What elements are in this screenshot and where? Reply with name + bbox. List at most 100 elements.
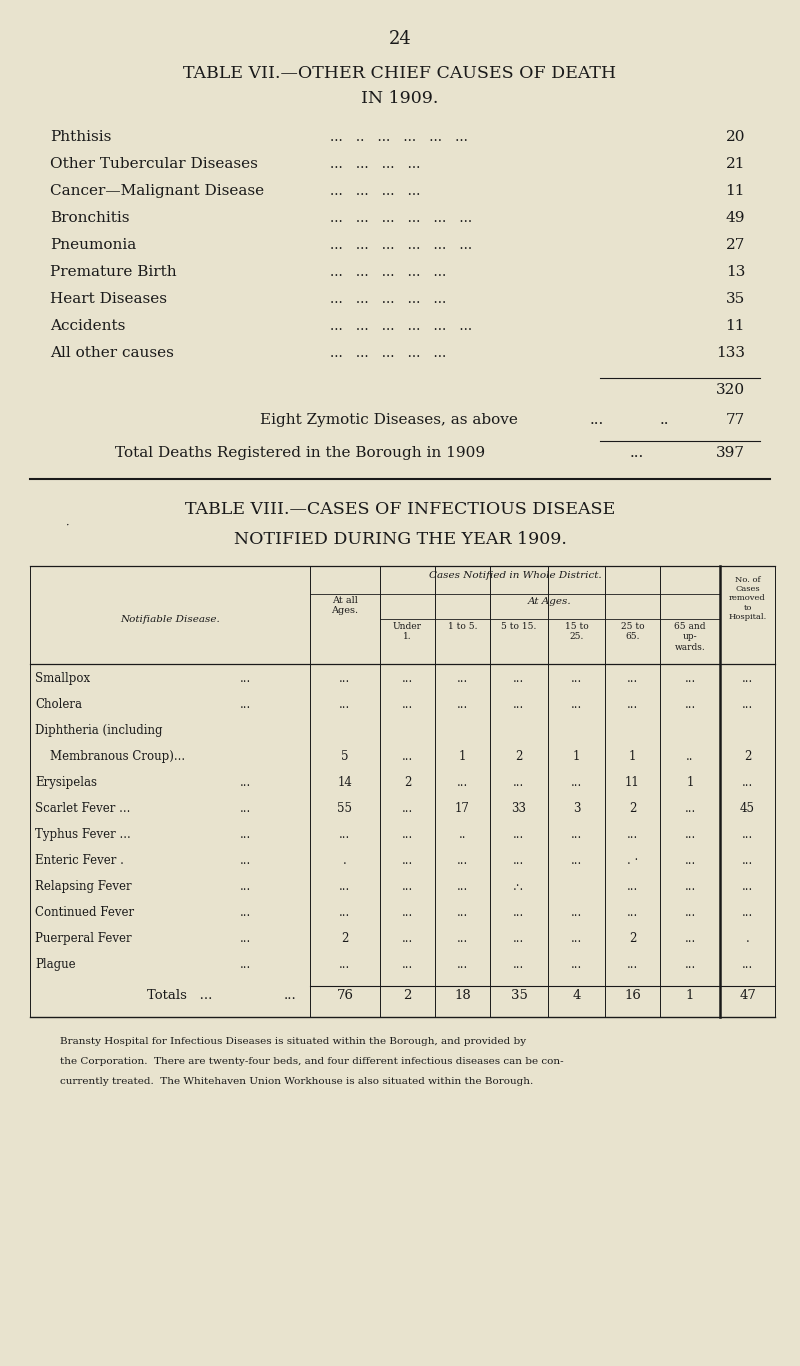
Text: 4: 4: [572, 989, 581, 1003]
Text: 2: 2: [342, 932, 349, 945]
Text: 16: 16: [624, 989, 641, 1003]
Text: ...: ...: [514, 932, 525, 945]
Text: ...: ...: [402, 932, 413, 945]
Text: 17: 17: [455, 802, 470, 816]
Text: 35: 35: [726, 292, 745, 306]
Text: ...: ...: [457, 932, 468, 945]
Text: Continued Fever: Continued Fever: [35, 906, 134, 919]
Text: 1: 1: [686, 989, 694, 1003]
Text: ...: ...: [627, 828, 638, 841]
Text: ·: ·: [65, 520, 69, 531]
Text: .: .: [343, 854, 347, 867]
Text: ...: ...: [571, 698, 582, 710]
Text: 11: 11: [625, 776, 640, 790]
Text: All other causes: All other causes: [50, 346, 174, 361]
Text: ...: ...: [240, 906, 251, 919]
Text: ...   ...   ...   ...: ... ... ... ...: [330, 184, 420, 198]
Text: ...: ...: [457, 672, 468, 684]
Text: ...: ...: [402, 802, 413, 816]
Text: ...: ...: [402, 854, 413, 867]
Text: ...: ...: [742, 776, 753, 790]
Text: ...: ...: [684, 854, 696, 867]
Text: ...: ...: [514, 698, 525, 710]
Text: ...   ...   ...   ...   ...   ...: ... ... ... ... ... ...: [330, 320, 472, 333]
Text: IN 1909.: IN 1909.: [362, 90, 438, 107]
Text: Relapsing Fever: Relapsing Fever: [35, 880, 132, 893]
Text: 320: 320: [716, 382, 745, 398]
Text: ...: ...: [627, 906, 638, 919]
Text: Accidents: Accidents: [50, 320, 126, 333]
Text: 21: 21: [726, 157, 745, 171]
Text: ...: ...: [742, 672, 753, 684]
Text: ...: ...: [590, 413, 604, 428]
Text: 13: 13: [726, 265, 745, 279]
Text: ...: ...: [240, 802, 251, 816]
Text: ...: ...: [339, 906, 350, 919]
Text: ...: ...: [514, 828, 525, 841]
Text: ...: ...: [630, 447, 644, 460]
Text: Puerperal Fever: Puerperal Fever: [35, 932, 132, 945]
Text: ...: ...: [627, 698, 638, 710]
Text: Enteric Fever .: Enteric Fever .: [35, 854, 124, 867]
Text: ...: ...: [240, 672, 251, 684]
Text: ...: ...: [240, 958, 251, 971]
Text: ...: ...: [240, 880, 251, 893]
Text: ...: ...: [284, 989, 296, 1003]
Text: 2: 2: [515, 750, 522, 764]
Text: Other Tubercular Diseases: Other Tubercular Diseases: [50, 157, 258, 171]
Text: ...: ...: [627, 958, 638, 971]
Text: ...: ...: [402, 906, 413, 919]
Text: Cases Notified in Whole District.: Cases Notified in Whole District.: [429, 571, 602, 581]
Text: 1: 1: [629, 750, 636, 764]
Text: ...: ...: [684, 880, 696, 893]
Text: ...: ...: [457, 958, 468, 971]
Text: ...: ...: [684, 828, 696, 841]
Text: ...: ...: [514, 776, 525, 790]
Text: ...: ...: [514, 672, 525, 684]
Text: 14: 14: [338, 776, 353, 790]
Text: 47: 47: [739, 989, 756, 1003]
Text: ...: ...: [402, 750, 413, 764]
Text: ...   ...   ...   ...: ... ... ... ...: [330, 157, 420, 171]
Text: ...   ...   ...   ...   ...: ... ... ... ... ...: [330, 346, 446, 361]
Text: .·.: .·.: [514, 880, 525, 893]
Text: Bronchitis: Bronchitis: [50, 210, 130, 225]
Text: ...: ...: [240, 854, 251, 867]
Text: ...: ...: [339, 880, 350, 893]
Text: ...: ...: [514, 906, 525, 919]
Text: 2: 2: [744, 750, 751, 764]
Text: 15 to
25.: 15 to 25.: [565, 622, 588, 642]
Text: ...: ...: [339, 828, 350, 841]
Text: ...: ...: [742, 828, 753, 841]
Text: ...: ...: [684, 906, 696, 919]
Text: Cholera: Cholera: [35, 698, 82, 710]
Text: ..: ..: [686, 750, 694, 764]
Text: 133: 133: [716, 346, 745, 361]
Text: 25 to
65.: 25 to 65.: [621, 622, 644, 642]
Text: ...: ...: [514, 958, 525, 971]
Text: At Ages.: At Ages.: [528, 597, 572, 607]
Text: ...   ...   ...   ...   ...   ...: ... ... ... ... ... ...: [330, 238, 472, 251]
Text: ...: ...: [684, 698, 696, 710]
Text: 49: 49: [726, 210, 745, 225]
Text: ...: ...: [339, 672, 350, 684]
Text: ...   ...   ...   ...   ...: ... ... ... ... ...: [330, 265, 446, 279]
Text: ...: ...: [571, 828, 582, 841]
Text: Eight Zymotic Diseases, as above: Eight Zymotic Diseases, as above: [260, 413, 518, 428]
Text: Typhus Fever ...: Typhus Fever ...: [35, 828, 130, 841]
Text: ...: ...: [240, 932, 251, 945]
Text: ...: ...: [402, 828, 413, 841]
Text: ..: ..: [458, 828, 466, 841]
Text: Diphtheria (including: Diphtheria (including: [35, 724, 162, 738]
Text: ...: ...: [571, 906, 582, 919]
Text: ...   ..   ...   ...   ...   ...: ... .. ... ... ... ...: [330, 130, 468, 143]
Text: ...: ...: [571, 854, 582, 867]
Text: 5 to 15.: 5 to 15.: [502, 622, 537, 631]
Text: Under
1.: Under 1.: [393, 622, 422, 642]
Text: ...: ...: [627, 672, 638, 684]
Text: 3: 3: [573, 802, 580, 816]
Text: ...: ...: [684, 672, 696, 684]
Text: Plague: Plague: [35, 958, 76, 971]
Text: Heart Diseases: Heart Diseases: [50, 292, 167, 306]
Text: ...: ...: [339, 698, 350, 710]
